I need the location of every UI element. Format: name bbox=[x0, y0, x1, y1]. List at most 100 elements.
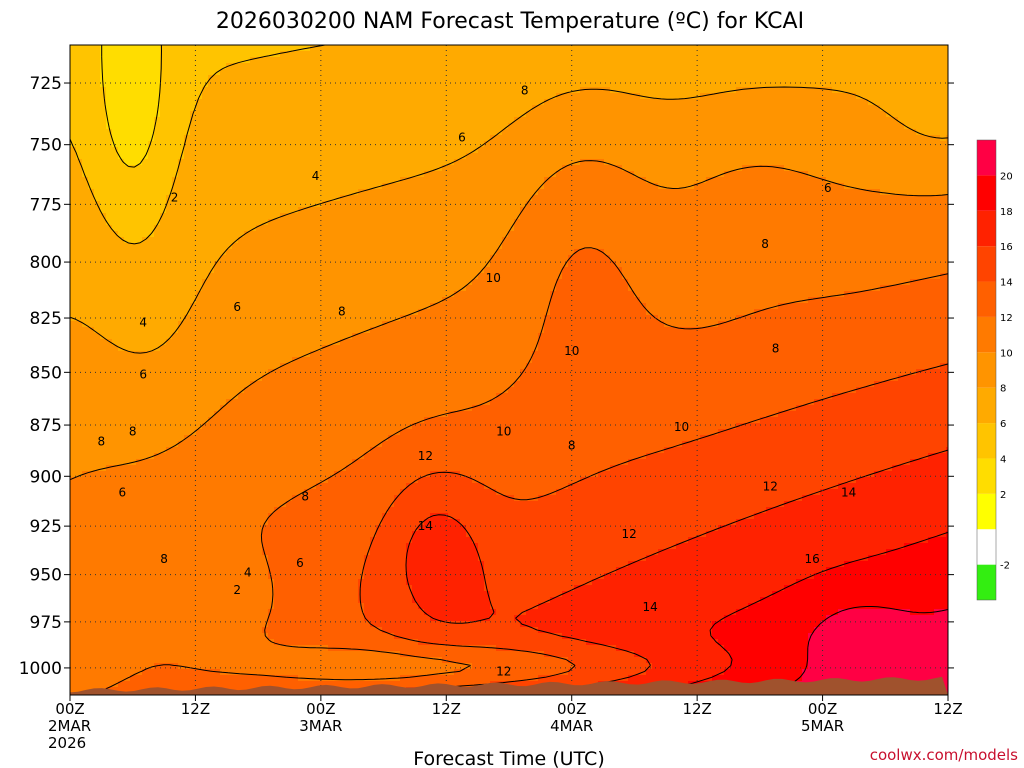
temperature-cell bbox=[238, 447, 245, 454]
temperature-cell bbox=[160, 117, 167, 124]
temperature-cell bbox=[274, 441, 281, 448]
temperature-cell bbox=[166, 567, 173, 574]
temperature-cell bbox=[70, 465, 77, 472]
temperature-cell bbox=[142, 441, 149, 448]
temperature-cell bbox=[112, 393, 119, 400]
temperature-cell bbox=[160, 387, 167, 394]
temperature-cell bbox=[280, 387, 287, 394]
temperature-cell bbox=[256, 483, 263, 490]
temperature-cell bbox=[100, 633, 107, 640]
temperature-cell bbox=[298, 87, 305, 94]
temperature-cell bbox=[178, 423, 185, 430]
temperature-cell bbox=[298, 189, 305, 196]
temperature-cell bbox=[136, 429, 143, 436]
temperature-cell bbox=[118, 603, 125, 610]
temperature-cell bbox=[256, 537, 263, 544]
temperature-cell bbox=[244, 321, 251, 328]
temperature-cell bbox=[118, 207, 125, 214]
temperature-cell bbox=[196, 645, 203, 652]
temperature-cell bbox=[184, 657, 191, 664]
temperature-cell bbox=[244, 309, 251, 316]
temperature-cell bbox=[142, 585, 149, 592]
temperature-cell bbox=[322, 321, 329, 328]
temperature-cell bbox=[298, 267, 305, 274]
temperature-cell bbox=[160, 525, 167, 532]
temperature-cell bbox=[298, 297, 305, 304]
temperature-cell bbox=[196, 429, 203, 436]
temperature-cell bbox=[118, 177, 125, 184]
temperature-cell bbox=[316, 141, 323, 148]
temperature-cell bbox=[268, 663, 275, 670]
temperature-cell bbox=[220, 279, 227, 286]
temperature-cell bbox=[154, 165, 161, 172]
temperature-cell bbox=[214, 501, 221, 508]
temperature-cell bbox=[304, 297, 311, 304]
temperature-cell bbox=[322, 303, 329, 310]
temperature-cell bbox=[196, 501, 203, 508]
temperature-cell bbox=[118, 375, 125, 382]
temperature-cell bbox=[214, 135, 221, 142]
temperature-cell bbox=[202, 189, 209, 196]
temperature-cell bbox=[184, 57, 191, 64]
temperature-cell bbox=[148, 561, 155, 568]
temperature-cell bbox=[220, 603, 227, 610]
temperature-cell bbox=[244, 501, 251, 508]
temperature-cell bbox=[136, 255, 143, 262]
temperature-cell bbox=[190, 321, 197, 328]
temperature-cell bbox=[298, 57, 305, 64]
temperature-cell bbox=[214, 381, 221, 388]
temperature-cell bbox=[88, 237, 95, 244]
temperature-cell bbox=[274, 483, 281, 490]
temperature-cell bbox=[244, 405, 251, 412]
temperature-cell bbox=[232, 123, 239, 130]
temperature-cell bbox=[268, 441, 275, 448]
temperature-cell bbox=[220, 135, 227, 142]
temperature-cell bbox=[262, 651, 269, 658]
temperature-cell bbox=[286, 357, 293, 364]
temperature-cell bbox=[250, 297, 257, 304]
temperature-cell bbox=[304, 51, 311, 58]
temperature-cell bbox=[322, 453, 329, 460]
temperature-cell bbox=[238, 651, 245, 658]
temperature-cell bbox=[232, 603, 239, 610]
temperature-cell bbox=[328, 99, 335, 106]
temperature-cell bbox=[154, 483, 161, 490]
temperature-cell bbox=[154, 513, 161, 520]
temperature-cell bbox=[292, 333, 299, 340]
temperature-cell bbox=[208, 561, 215, 568]
temperature-cell bbox=[154, 105, 161, 112]
temperature-cell bbox=[202, 453, 209, 460]
temperature-cell bbox=[160, 267, 167, 274]
temperature-cell bbox=[172, 63, 179, 70]
temperature-cell bbox=[274, 135, 281, 142]
temperature-cell bbox=[136, 45, 143, 52]
temperature-cell bbox=[280, 339, 287, 346]
temperature-cell bbox=[178, 261, 185, 268]
temperature-cell bbox=[190, 159, 197, 166]
temperature-cell bbox=[112, 543, 119, 550]
temperature-cell bbox=[184, 177, 191, 184]
temperature-cell bbox=[76, 111, 83, 118]
temperature-cell bbox=[178, 369, 185, 376]
temperature-cell bbox=[112, 153, 119, 160]
temperature-cell bbox=[298, 615, 305, 622]
temperature-cell bbox=[232, 477, 239, 484]
temperature-cell bbox=[160, 105, 167, 112]
temperature-cell bbox=[172, 207, 179, 214]
temperature-cell bbox=[190, 435, 197, 442]
temperature-cell bbox=[142, 195, 149, 202]
temperature-cell bbox=[178, 243, 185, 250]
temperature-cell bbox=[124, 171, 131, 178]
temperature-cell bbox=[160, 255, 167, 262]
temperature-cell bbox=[142, 555, 149, 562]
temperature-cell bbox=[184, 321, 191, 328]
temperature-cell bbox=[166, 189, 173, 196]
temperature-cell bbox=[292, 417, 299, 424]
temperature-cell bbox=[202, 585, 209, 592]
temperature-cell bbox=[130, 525, 137, 532]
temperature-cell bbox=[310, 477, 317, 484]
temperature-cell bbox=[148, 537, 155, 544]
temperature-cell bbox=[190, 393, 197, 400]
temperature-cell bbox=[112, 399, 119, 406]
temperature-cell bbox=[160, 675, 167, 682]
